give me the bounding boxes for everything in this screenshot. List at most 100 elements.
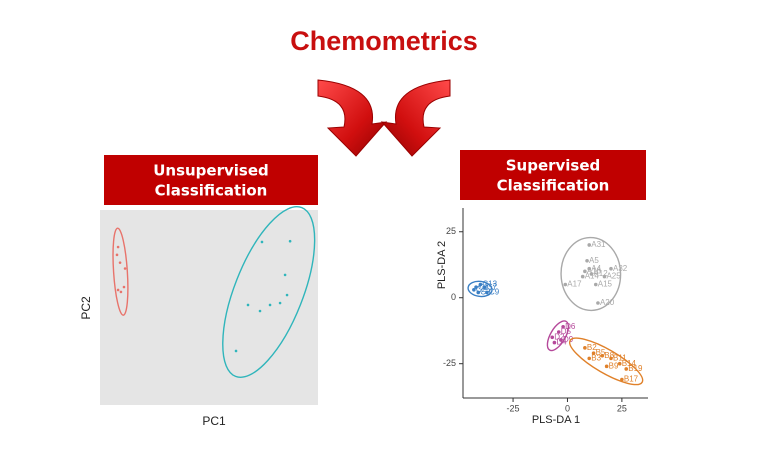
y-tick-label: 25 (446, 226, 456, 236)
data-point (285, 293, 289, 297)
plot-area (100, 210, 318, 405)
point-label: A20 (600, 298, 615, 307)
point-label: B11 (613, 354, 627, 363)
point-label: B9 (609, 361, 619, 370)
point-label: A5 (589, 256, 599, 265)
data-point (278, 301, 282, 305)
data-point (559, 338, 563, 342)
panel-heading-box (460, 150, 646, 200)
data-point (246, 303, 250, 307)
data-point (115, 253, 119, 257)
data-point (474, 285, 478, 289)
point-label: D4 (556, 338, 567, 347)
data-point (591, 351, 596, 355)
data-point (583, 269, 587, 274)
panel-heading: Supervised (506, 157, 601, 175)
point-label: A15 (598, 280, 613, 289)
data-point (602, 274, 607, 279)
data-point (589, 272, 594, 276)
confidence-ellipse (222, 206, 316, 378)
data-point (609, 356, 613, 361)
point-label: C2 (476, 285, 487, 294)
data-point (118, 261, 122, 264)
point-label: A32 (613, 264, 628, 273)
point-label: B2 (587, 343, 597, 352)
confidence-ellipse (112, 227, 129, 316)
data-point (268, 303, 272, 307)
data-point (258, 309, 262, 313)
data-point (620, 377, 624, 382)
data-point (552, 340, 557, 345)
confidence-ellipse (467, 280, 493, 298)
data-point (119, 290, 123, 294)
x-tick-label: 25 (617, 403, 627, 413)
data-point (472, 288, 476, 292)
point-label: A4 (591, 264, 601, 273)
point-label: A31 (591, 240, 606, 249)
point-label: C13 (482, 280, 497, 289)
data-point (556, 330, 561, 334)
x-tick-label: -25 (507, 403, 520, 413)
point-label: A14 (585, 272, 600, 281)
data-point (478, 282, 483, 287)
confidence-ellipse (569, 337, 644, 386)
point-label: B3 (591, 354, 601, 363)
data-point (580, 274, 585, 279)
data-point (482, 285, 487, 289)
plot-area (463, 208, 648, 398)
x-axis-label: PC1 (202, 414, 226, 428)
data-point (116, 245, 120, 249)
data-point (122, 285, 126, 289)
data-point (123, 267, 127, 270)
point-label: A17 (567, 280, 582, 289)
arrow-left (317, 79, 388, 157)
y-axis-label: PLS-DA 2 (436, 241, 448, 289)
data-point (587, 266, 592, 271)
data-point (260, 240, 264, 244)
x-tick-label: 0 (565, 403, 570, 413)
data-point (585, 258, 589, 263)
panel-heading: Classification (497, 177, 610, 195)
point-label: D5 (561, 327, 572, 336)
panel-heading-box (104, 155, 318, 205)
data-point (283, 273, 287, 277)
point-label: C9 (489, 288, 500, 297)
point-label: B5 (596, 348, 606, 357)
point-label: B14 (622, 359, 637, 368)
data-point (485, 290, 489, 295)
arrow-right (380, 79, 451, 157)
data-point (600, 353, 605, 358)
y-tick-label: 0 (451, 292, 456, 302)
point-label: B19 (628, 364, 643, 373)
slide-title: Chemometrics (290, 26, 478, 56)
data-point (234, 349, 238, 353)
panel-heading: Classification (155, 182, 268, 200)
x-axis-label: PLS-DA 1 (532, 414, 580, 426)
point-label: C7 (487, 282, 498, 291)
data-point (476, 290, 481, 295)
data-point (563, 282, 568, 287)
y-tick-label: -25 (443, 358, 456, 368)
panel-heading: Unsupervised (153, 162, 269, 180)
point-label: D9 (563, 335, 574, 344)
point-label: A12 (593, 269, 608, 278)
y-axis-label: PC2 (79, 296, 93, 320)
data-point (604, 364, 609, 369)
point-label: D2 (554, 332, 565, 341)
data-point (288, 239, 292, 243)
point-label: B8 (604, 351, 614, 360)
point-label: B17 (624, 375, 639, 384)
data-point (561, 324, 565, 329)
data-point (587, 356, 592, 361)
data-point (609, 266, 613, 271)
point-label: A16 (587, 266, 602, 275)
data-point (596, 301, 600, 305)
data-point (593, 282, 598, 287)
data-point (550, 335, 555, 340)
confidence-ellipse (546, 320, 570, 352)
data-point (587, 243, 592, 247)
point-label: A25 (606, 272, 621, 281)
data-point (583, 346, 587, 350)
confidence-ellipse (560, 236, 622, 312)
